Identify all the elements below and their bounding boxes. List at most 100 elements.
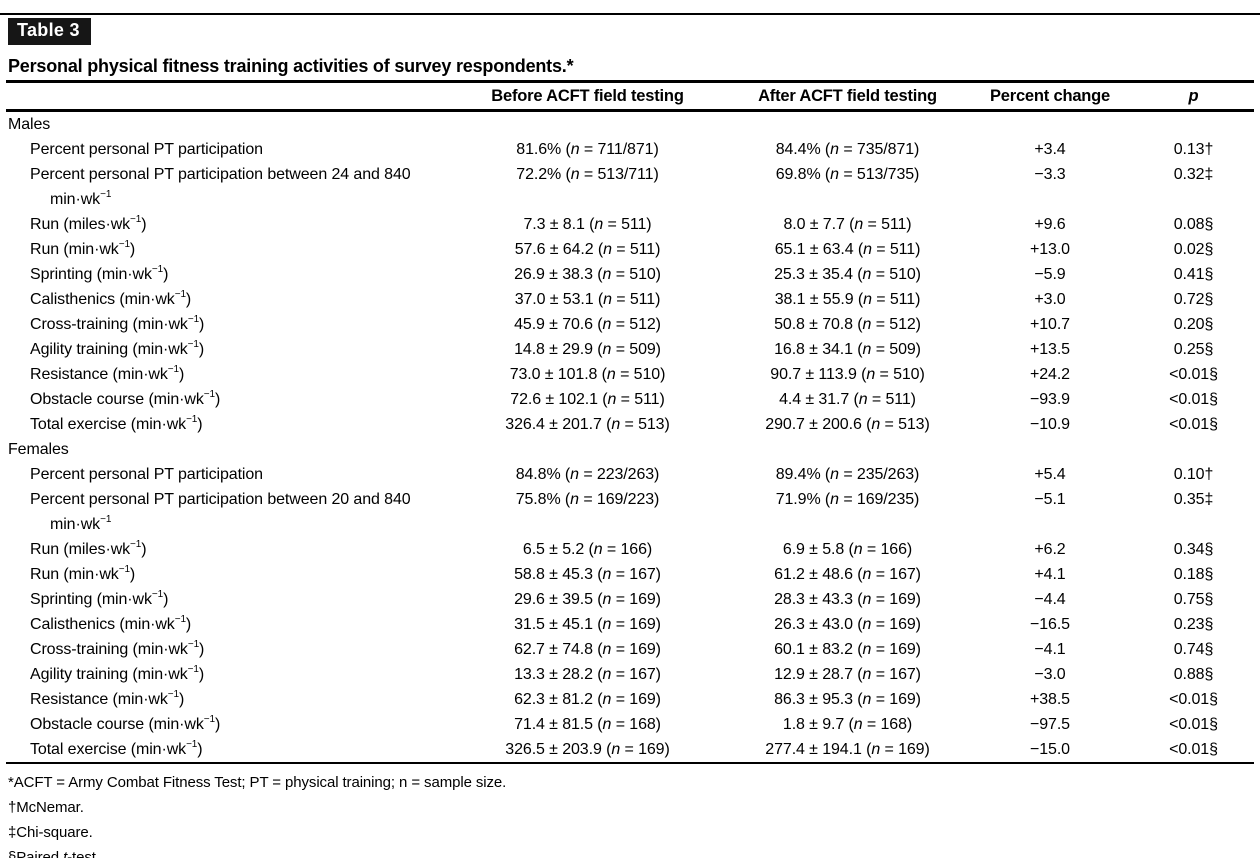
cell-percent-change: −16.5 (1030, 616, 1070, 633)
cell-activity-label: Run (miles·wk−1) (8, 537, 445, 562)
cell-percent-change: −93.9 (1030, 391, 1070, 408)
cell-before-value: 26.9 ± 38.3 (n = 510) (514, 266, 661, 283)
cell-before-value: 62.3 ± 81.2 (n = 169) (514, 691, 661, 708)
cell-after-value: 60.1 ± 83.2 (n = 169) (774, 641, 921, 658)
table-row: Calisthenics (min·wk−1) 37.0 ± 53.1 (n = … (8, 287, 1260, 312)
table-number-badge: Table 3 (8, 18, 91, 45)
table-row: Resistance (min·wk−1) 73.0 ± 101.8 (n = 5… (8, 362, 1260, 387)
cell-activity-label: Agility training (min·wk−1) (8, 662, 445, 687)
activity-label-line: Run (min·wk−1) (30, 563, 136, 583)
cell-p-value: 0.75§ (1173, 591, 1214, 608)
cell-after-value: 61.2 ± 48.6 (n = 167) (774, 566, 921, 583)
cell-percent-change: −3.0 (1034, 666, 1066, 683)
table-row: Run (min·wk−1) 58.8 ± 45.3 (n = 167) 61.2 … (8, 562, 1260, 587)
table-body: Males Percent personal PT participation 81… (0, 112, 1260, 762)
table-row: Percent personal PT participation betwee… (8, 487, 1260, 537)
table-row: Run (miles·wk−1) 6.5 ± 5.2 (n = 166) 6.9 ±… (8, 537, 1260, 562)
table-row: Percent personal PT participation betwee… (8, 162, 1260, 212)
cell-activity-label: Sprinting (min·wk−1) (8, 587, 445, 612)
table-row: Run (min·wk−1) 57.6 ± 64.2 (n = 511) 65.1 … (8, 237, 1260, 262)
cell-percent-change: +38.5 (1030, 691, 1070, 708)
cell-p-value: 0.74§ (1173, 641, 1214, 658)
cell-activity-label: Run (miles·wk−1) (8, 212, 445, 237)
cell-activity-label: Agility training (min·wk−1) (8, 337, 445, 362)
cell-percent-change: +10.7 (1030, 316, 1070, 333)
cell-after-value: 86.3 ± 95.3 (n = 169) (774, 691, 921, 708)
cell-activity-label: Run (min·wk−1) (8, 562, 445, 587)
cell-p-value: 0.20§ (1173, 316, 1214, 333)
cell-p-value: <0.01§ (1169, 741, 1218, 758)
cell-after-value: 290.7 ± 200.6 (n = 513) (765, 416, 930, 433)
cell-before-value: 58.8 ± 45.3 (n = 167) (514, 566, 661, 583)
cell-percent-change: −10.9 (1030, 416, 1070, 433)
cell-p-value: 0.08§ (1173, 216, 1214, 233)
cell-p-value: 0.25§ (1173, 341, 1214, 358)
footnote: ‡Chi-square. (8, 824, 93, 841)
activity-label-line: Run (miles·wk−1) (30, 538, 147, 558)
table-row: Calisthenics (min·wk−1) 31.5 ± 45.1 (n = … (8, 612, 1260, 637)
table-title: Personal physical fitness training activ… (8, 56, 574, 76)
cell-after-value: 1.8 ± 9.7 (n = 168) (782, 716, 913, 733)
table-row: Sprinting (min·wk−1) 26.9 ± 38.3 (n = 510… (8, 262, 1260, 287)
cell-after-value: 50.8 ± 70.8 (n = 512) (774, 316, 921, 333)
cell-percent-change: +3.4 (1034, 141, 1066, 158)
bottom-rule (6, 762, 1254, 764)
activity-label-continuation: min·wk−1 (50, 513, 112, 533)
activity-label-line: Calisthenics (min·wk−1) (30, 613, 192, 633)
cell-before-value: 326.5 ± 203.9 (n = 169) (505, 741, 670, 758)
column-header-p: p (1188, 86, 1199, 105)
activity-label-continuation: min·wk−1 (50, 188, 112, 208)
cell-activity-label: Cross-training (min·wk−1) (8, 637, 445, 662)
table-row: Percent personal PT participation 84.8% (… (8, 462, 1260, 487)
cell-after-value: 16.8 ± 34.1 (n = 509) (774, 341, 921, 358)
cell-after-value: 4.4 ± 31.7 (n = 511) (779, 391, 916, 408)
cell-percent-change: +3.0 (1034, 291, 1066, 308)
cell-before-value: 72.2% (n = 513/711) (516, 166, 659, 183)
table-header-row: Before ACFT field testing After ACFT fiel… (8, 83, 1260, 109)
activity-label-line: Resistance (min·wk−1) (30, 363, 185, 383)
column-header-before-acft-field-testing: Before ACFT field testing (491, 86, 684, 105)
cell-before-value: 75.8% (n = 169/223) (515, 491, 660, 508)
cell-before-value: 71.4 ± 81.5 (n = 168) (514, 716, 661, 733)
cell-p-value: <0.01§ (1169, 391, 1218, 408)
cell-p-value: <0.01§ (1169, 716, 1218, 733)
cell-p-value: 0.35‡ (1173, 491, 1214, 508)
footnote: *ACFT = Army Combat Fitness Test; PT = p… (8, 774, 507, 791)
cell-before-value: 6.5 ± 5.2 (n = 166) (522, 541, 653, 558)
cell-p-value: 0.18§ (1173, 566, 1214, 583)
cell-activity-label: Obstacle course (min·wk−1) (8, 387, 445, 412)
activity-label-line: Percent personal PT participation (30, 466, 263, 483)
cell-activity-label: Run (min·wk−1) (8, 237, 445, 262)
cell-activity-label: Calisthenics (min·wk−1) (8, 612, 445, 637)
cell-activity-label: Sprinting (min·wk−1) (8, 262, 445, 287)
cell-activity-label: Cross-training (min·wk−1) (8, 312, 445, 337)
activity-label-line: Percent personal PT participation betwee… (30, 166, 411, 183)
cell-after-value: 84.4% (n = 735/871) (775, 141, 920, 158)
cell-after-value: 277.4 ± 194.1 (n = 169) (765, 741, 930, 758)
cell-percent-change: +5.4 (1034, 466, 1066, 483)
header-rule (6, 109, 1254, 112)
cell-activity-label: Total exercise (min·wk−1) (8, 737, 445, 762)
table-row: Cross-training (min·wk−1) 62.7 ± 74.8 (n … (8, 637, 1260, 662)
cell-before-value: 81.6% (n = 711/871) (516, 141, 659, 158)
cell-after-value: 25.3 ± 35.4 (n = 510) (774, 266, 921, 283)
cell-after-value: 71.9% (n = 169/235) (775, 491, 920, 508)
table-row: Total exercise (min·wk−1) 326.5 ± 203.9 (… (8, 737, 1260, 762)
cell-percent-change: +4.1 (1034, 566, 1066, 583)
cell-before-value: 62.7 ± 74.8 (n = 169) (514, 641, 661, 658)
footnotes: *ACFT = Army Combat Fitness Test; PT = p… (8, 770, 1252, 858)
activity-label-line: Total exercise (min·wk−1) (30, 413, 203, 433)
cell-after-value: 38.1 ± 55.9 (n = 511) (774, 291, 921, 308)
cell-activity-label: Obstacle course (min·wk−1) (8, 712, 445, 737)
cell-p-value: <0.01§ (1169, 366, 1218, 383)
cell-percent-change: +6.2 (1034, 541, 1066, 558)
cell-percent-change: −97.5 (1030, 716, 1070, 733)
section-row-females: Females (8, 441, 69, 458)
cell-percent-change: +9.6 (1034, 216, 1066, 233)
cell-p-value: 0.32‡ (1173, 166, 1214, 183)
footnote: §Paired t-test. (8, 849, 100, 858)
cell-percent-change: −3.3 (1034, 166, 1066, 183)
cell-after-value: 89.4% (n = 235/263) (775, 466, 920, 483)
cell-percent-change: −4.1 (1034, 641, 1066, 658)
